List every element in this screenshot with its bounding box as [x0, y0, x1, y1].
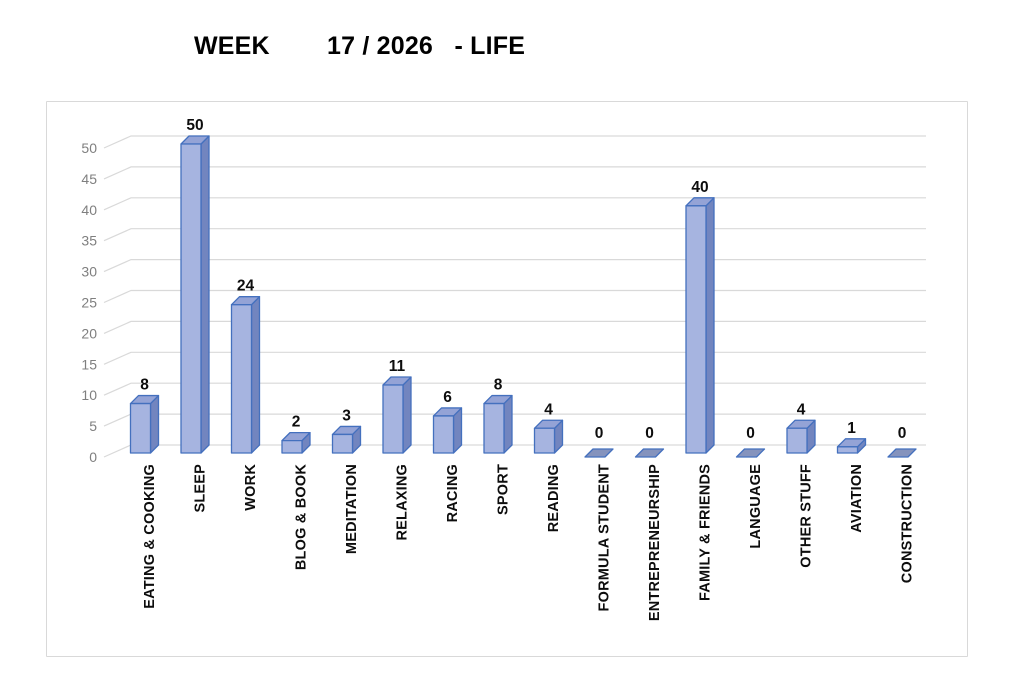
bar-front-face — [483, 402, 505, 454]
category-label: EATING & COOKING — [142, 464, 158, 609]
bar-front-face — [281, 439, 303, 454]
value-label: 4 — [797, 401, 806, 418]
chart-title: WEEK 17 / 2026 - LIFE — [194, 32, 526, 60]
y-axis-tick-labels: 0 5 10 15 20 25 30 35 40 45 50 — [81, 140, 97, 465]
value-label: 0 — [898, 425, 907, 442]
bar-front-face — [533, 427, 556, 454]
gridline — [103, 351, 926, 365]
bar-side-face — [250, 296, 261, 454]
category-label: BLOG & BOOK — [294, 464, 310, 570]
bar-eating-cooking — [129, 394, 160, 454]
bar-sleep — [180, 135, 210, 454]
category-label: SLEEP — [193, 464, 209, 513]
category-label: CONSTRUCTION — [900, 464, 916, 583]
bar-entrepreneurship — [634, 448, 665, 458]
value-label: 6 — [443, 389, 452, 406]
bar-sport — [483, 394, 513, 454]
bar-relaxing — [382, 376, 412, 454]
category-label: LANGUAGE — [748, 464, 764, 549]
category-label: MEDITATION — [344, 464, 360, 554]
gridline — [103, 228, 926, 242]
bar-front-face — [331, 433, 354, 454]
y-tick-label: 10 — [81, 387, 97, 403]
y-tick-label: 35 — [81, 233, 97, 249]
gridline — [103, 197, 926, 211]
value-label: 40 — [691, 179, 708, 196]
bar-side-face — [200, 135, 210, 454]
category-label: OTHER STUFF — [799, 464, 815, 568]
bar-construction — [887, 448, 917, 458]
bar-zero-slab — [584, 448, 614, 458]
bar-formula-student — [584, 448, 614, 458]
category-label: AVIATION — [849, 464, 865, 533]
y-tick-label: 25 — [81, 295, 97, 311]
gridline — [103, 166, 926, 180]
bar-side-face — [503, 394, 513, 454]
y-tick-label: 15 — [81, 356, 97, 372]
bar-zero-slab — [735, 448, 766, 458]
bar-work — [230, 296, 261, 454]
gridlines — [103, 135, 926, 458]
value-label: 3 — [342, 407, 351, 424]
bar-front-face — [786, 427, 808, 454]
value-label: 0 — [645, 425, 654, 442]
bar-side-face — [402, 376, 412, 454]
value-label: 8 — [494, 377, 503, 394]
bar-reading — [533, 419, 564, 454]
category-label: RACING — [445, 464, 461, 522]
category-label: SPORT — [496, 464, 512, 515]
bar-aviation — [836, 438, 867, 454]
bar-front-face — [230, 304, 253, 454]
value-label: 1 — [847, 420, 856, 437]
y-tick-label: 30 — [81, 264, 97, 280]
bar-front-face — [685, 205, 707, 454]
category-labels: EATING & COOKING SLEEP WORK BLOG & BOOK MEDI… — [142, 464, 916, 621]
y-tick-label: 5 — [89, 418, 97, 434]
category-label: FORMULA STUDENT — [597, 464, 613, 611]
gridline — [103, 320, 926, 334]
bar-zero-slab — [887, 448, 917, 458]
y-tick-label: 50 — [81, 140, 97, 156]
category-label: WORK — [243, 464, 259, 511]
value-label: 50 — [186, 117, 203, 134]
bar-front-face — [836, 446, 859, 454]
value-label: 2 — [292, 414, 301, 431]
bar-language — [735, 448, 766, 458]
value-label: 0 — [595, 425, 604, 442]
value-label: 4 — [544, 401, 553, 418]
bar-front-face — [432, 415, 455, 454]
chart-area: 0 5 10 15 20 25 30 35 40 45 50 8 50 24 2 3 11 6 8 4 0 0 40 0 4 1 0… — [46, 101, 968, 657]
value-label: 24 — [237, 278, 255, 295]
bar-blog-book — [281, 431, 311, 454]
bar-meditation — [331, 425, 362, 454]
bar-front-face — [129, 402, 152, 454]
gridline — [103, 382, 926, 396]
bar-racing — [432, 407, 463, 454]
y-tick-label: 0 — [89, 449, 97, 465]
category-label: RELAXING — [395, 464, 411, 541]
y-tick-label: 45 — [81, 171, 97, 187]
bar-side-face — [149, 394, 160, 454]
value-label: 11 — [389, 358, 406, 375]
bars — [129, 135, 917, 458]
gridline — [103, 259, 926, 273]
y-tick-label: 40 — [81, 202, 97, 218]
value-label: 8 — [140, 377, 149, 394]
category-label: ENTREPRENEURSHIP — [647, 464, 663, 621]
value-label: 0 — [746, 425, 755, 442]
y-tick-label: 20 — [81, 325, 97, 341]
gridline — [103, 289, 926, 304]
category-label: FAMILY & FRIENDS — [698, 464, 714, 601]
bar-side-face — [705, 197, 715, 454]
gridline — [103, 135, 926, 149]
category-label: READING — [546, 464, 562, 532]
bar-family-friends — [685, 197, 715, 454]
bar-front-face — [382, 384, 404, 454]
bar-zero-slab — [634, 448, 665, 458]
bar-other-stuff — [786, 419, 816, 454]
bar-front-face — [180, 143, 202, 454]
